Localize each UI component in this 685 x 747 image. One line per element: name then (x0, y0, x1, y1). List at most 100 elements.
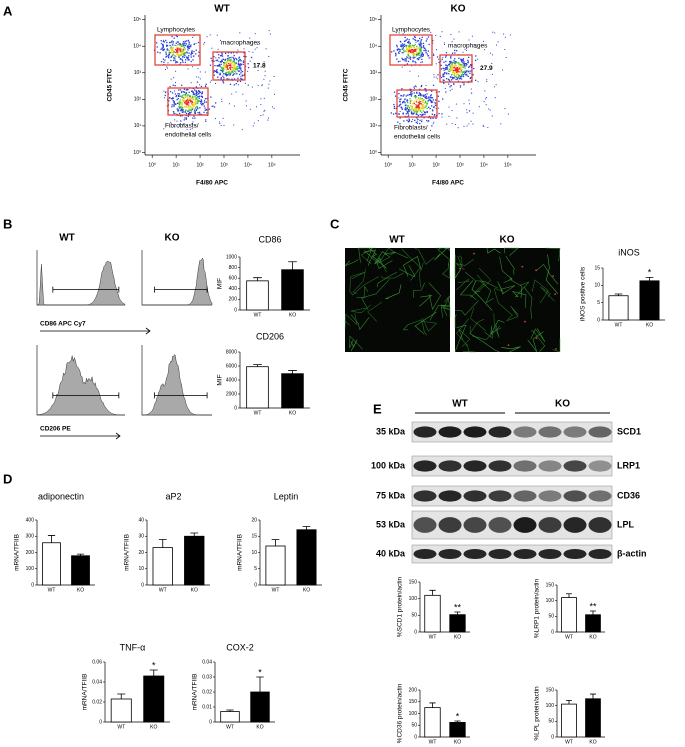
event-dot (406, 56, 408, 58)
event-dot (229, 59, 231, 61)
event-dot (160, 42, 162, 44)
event-dot (415, 104, 417, 106)
event-dot (451, 63, 453, 65)
event-dot (429, 96, 431, 99)
event-dot (407, 45, 410, 47)
event-dot (446, 66, 448, 68)
cell-outline (531, 279, 549, 304)
event-dot (404, 102, 406, 104)
event-dot (240, 64, 242, 66)
event-dot (171, 106, 173, 108)
event-dot (192, 98, 194, 100)
event-dot (421, 36, 423, 38)
event-dot (408, 49, 411, 51)
event-dot (414, 97, 417, 99)
event-dot (440, 64, 442, 66)
event-dot (233, 61, 235, 63)
event-dot (438, 100, 440, 102)
cell-outline (454, 254, 462, 280)
event-dot (220, 78, 222, 80)
y-tick-label: 0.04 (202, 659, 212, 665)
event-dot (422, 106, 424, 108)
event-dot (184, 44, 186, 47)
cell-outline (469, 332, 500, 353)
event-dot (446, 65, 449, 67)
y-tick-label: 15 (594, 265, 600, 271)
event-dot (505, 57, 507, 58)
event-dot (196, 106, 199, 108)
event-dot (248, 51, 250, 53)
event-dot (393, 105, 396, 108)
micrograph (455, 248, 560, 352)
y-tick-label: 20 (251, 517, 257, 523)
event-dot (419, 102, 421, 105)
event-dot (187, 101, 189, 103)
event-dot (457, 77, 459, 79)
event-dot (218, 74, 220, 76)
event-dot (196, 81, 199, 83)
event-dot (400, 107, 402, 108)
event-dot (180, 47, 182, 49)
event-dot (410, 94, 412, 96)
cell-outline (402, 256, 422, 277)
event-dot (428, 106, 430, 108)
event-dot (261, 84, 263, 86)
event-dot (233, 67, 235, 70)
event-dot (214, 70, 217, 72)
event-dot (492, 31, 494, 33)
event-dot (454, 124, 456, 125)
event-dot (217, 48, 219, 50)
cell-outline (435, 247, 451, 249)
event-dot (504, 108, 506, 110)
event-dot (181, 107, 183, 110)
event-dot (181, 115, 183, 117)
event-dot (183, 56, 186, 58)
event-dot (180, 91, 183, 94)
event-dot (416, 53, 418, 55)
event-dot (191, 103, 193, 105)
event-dot (220, 61, 223, 63)
event-dot (475, 46, 477, 48)
significance: * (258, 667, 262, 677)
event-dot (171, 50, 173, 52)
event-dot (458, 31, 460, 33)
event-dot (190, 60, 192, 63)
event-dot (424, 113, 426, 116)
event-dot (462, 72, 464, 74)
event-dot (183, 91, 186, 93)
cell-outline (456, 259, 474, 271)
event-dot (393, 50, 395, 52)
event-dot (172, 42, 174, 44)
event-dot (183, 88, 186, 90)
event-dot (187, 68, 189, 70)
y-tick-label: 800 (229, 265, 238, 271)
gate-label: endothelial cells (165, 132, 212, 139)
event-dot (440, 68, 443, 70)
cell-outline (374, 251, 390, 265)
y-axis-label: mRNA/TFIIB (124, 534, 131, 571)
event-dot (197, 100, 199, 103)
event-dot (220, 125, 222, 126)
event-dot (485, 98, 487, 100)
bar (250, 691, 270, 723)
event-dot (215, 57, 217, 59)
error-bar (429, 702, 436, 708)
event-dot (418, 101, 420, 103)
cell-outline (440, 304, 451, 319)
event-dot (455, 70, 457, 72)
event-dot (445, 68, 447, 70)
cell-outline (361, 278, 390, 310)
event-dot (236, 68, 238, 70)
event-dot (417, 97, 420, 99)
event-dot (229, 73, 231, 76)
event-dot (230, 52, 232, 54)
event-dot (398, 48, 400, 51)
event-dot (463, 82, 465, 84)
event-dot (168, 54, 170, 56)
event-dot (223, 77, 225, 79)
event-dot (441, 31, 443, 33)
event-dot (204, 100, 205, 102)
event-dot (188, 108, 190, 110)
event-dot (467, 82, 469, 84)
event-dot (448, 79, 451, 81)
